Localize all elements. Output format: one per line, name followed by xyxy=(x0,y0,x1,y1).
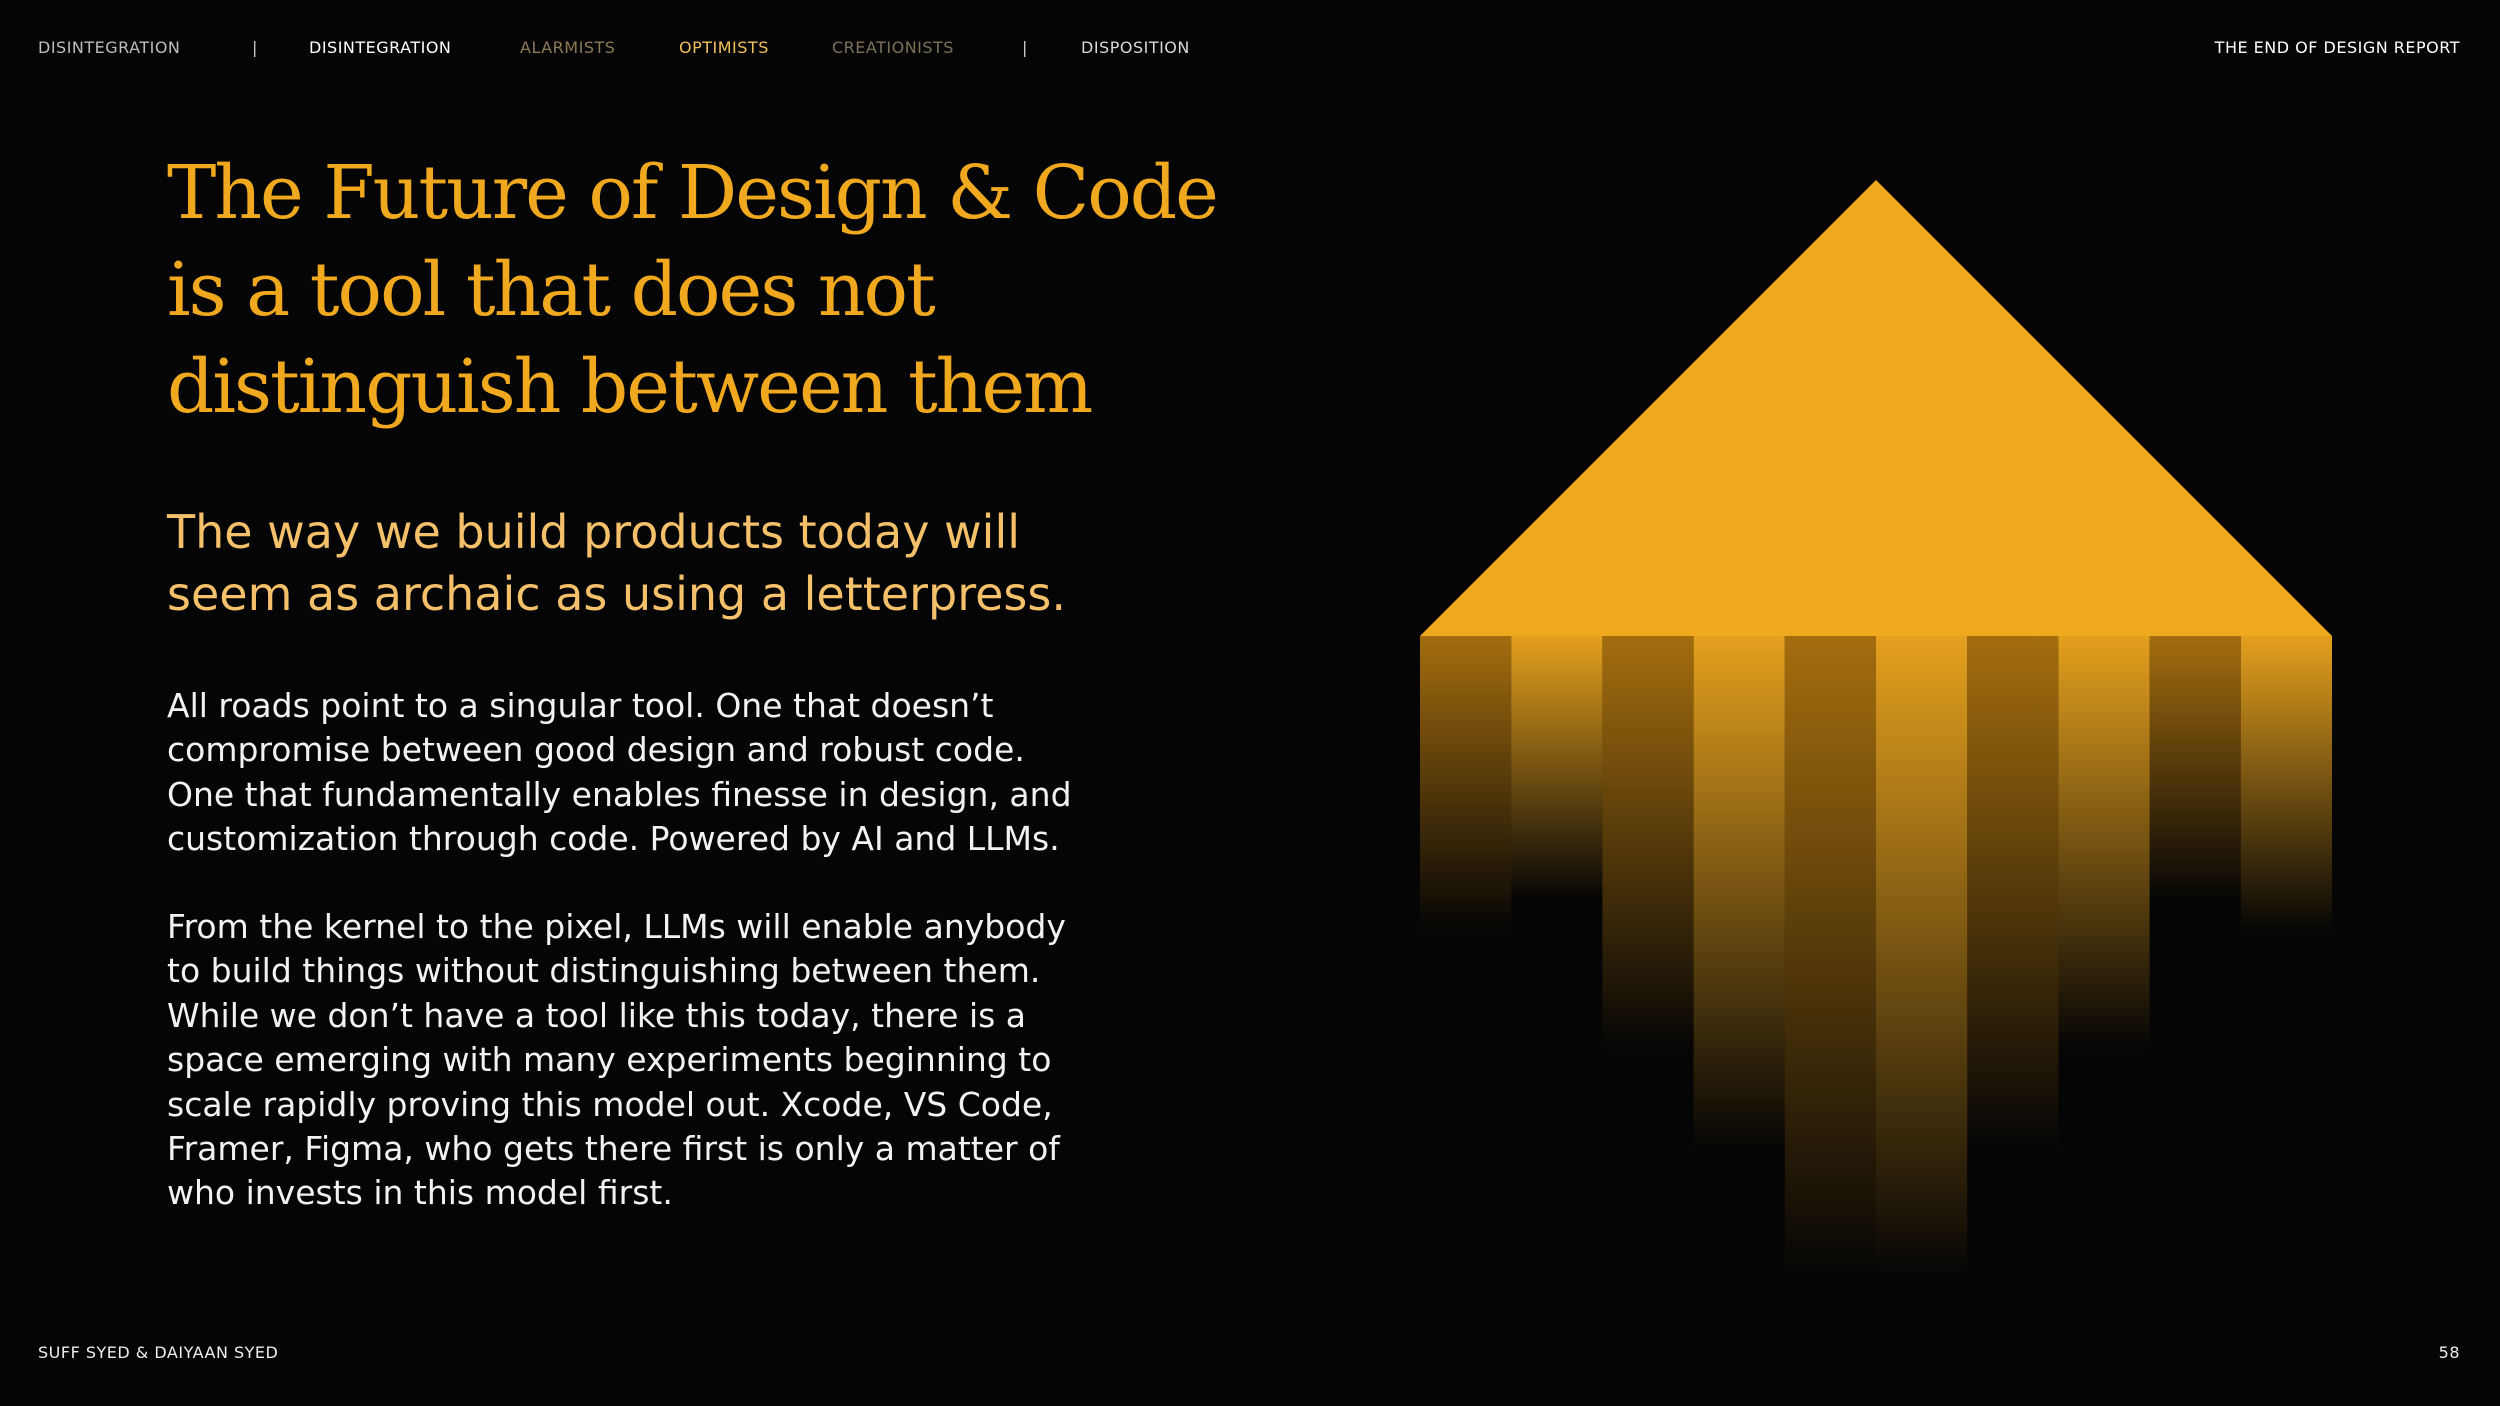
title-line: The Future of Design & Code xyxy=(167,150,1219,236)
body-line: scale rapidly proving this model out. Xc… xyxy=(167,1084,1053,1124)
nav-item: ALARMISTS xyxy=(520,38,616,57)
title-line: distinguish between them xyxy=(167,344,1093,430)
nav-item: CREATIONISTS xyxy=(832,38,954,57)
body-line: to build things without distinguishing b… xyxy=(167,951,1041,991)
arrow-stripe xyxy=(1693,636,1785,1150)
subtitle-line: seem as archaic as using a letterpress. xyxy=(167,567,1066,621)
arrow-stripe xyxy=(2240,636,2332,930)
nav-item: | xyxy=(252,38,258,57)
arrow-stripe xyxy=(1876,636,1968,1280)
nav-item: | xyxy=(1022,38,1028,57)
arrow-stripe xyxy=(1784,636,1876,1280)
body-line: compromise between good design and robus… xyxy=(167,730,1025,770)
body-line: customization through code. Powered by A… xyxy=(167,819,1060,859)
body-line: All roads point to a singular tool. One … xyxy=(167,686,994,725)
nav-item: DISINTEGRATION xyxy=(309,38,452,57)
page-number: 58 xyxy=(2438,1343,2460,1362)
nav-item: OPTIMISTS xyxy=(679,38,769,57)
body-line: While we don’t have a tool like this tod… xyxy=(167,995,1027,1035)
body-line: From the kernel to the pixel, LLMs will … xyxy=(167,907,1066,946)
body-line: One that fundamentally enables finesse i… xyxy=(167,774,1072,814)
subtitle-line: The way we build products today will xyxy=(167,505,1020,559)
arrow-head xyxy=(1420,180,2332,636)
arrow-stripe xyxy=(2149,636,2241,900)
authors: SUFF SYED & DAIYAAN SYED xyxy=(38,1343,279,1362)
report-title: THE END OF DESIGN REPORT xyxy=(2214,38,2460,57)
body-line: Framer, Figma, who gets there first is o… xyxy=(167,1129,1060,1168)
nav-item: DISPOSITION xyxy=(1081,38,1190,57)
body-line: space emerging with many experiments beg… xyxy=(167,1040,1052,1080)
arrow-stripe xyxy=(1420,636,1512,930)
title-line: is a tool that does not xyxy=(167,247,936,333)
arrow-stripe xyxy=(1602,636,1694,1050)
arrow-stripe xyxy=(2058,636,2150,1050)
arrow-stripe xyxy=(1967,636,2059,1150)
arrow-stripe xyxy=(1511,636,1603,900)
nav-item: DISINTEGRATION xyxy=(38,38,181,57)
body-line: who invests in this model first. xyxy=(167,1173,673,1213)
